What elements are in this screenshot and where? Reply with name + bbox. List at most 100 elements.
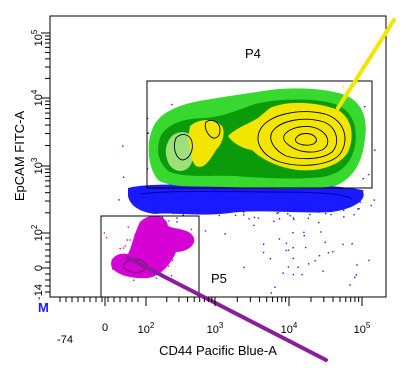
event-dot (257, 217, 260, 219)
x-tick-label-1e5: 105 (354, 321, 371, 336)
event-dot (309, 213, 311, 216)
event-dot (127, 226, 129, 228)
green-light-lobe (165, 132, 196, 171)
event-dot (274, 286, 276, 288)
blue-population-contour (139, 191, 353, 200)
event-dot (278, 218, 281, 220)
event-dot (332, 251, 334, 253)
event-dot (269, 258, 272, 260)
event-dot (354, 276, 356, 279)
event-dot (155, 277, 158, 279)
event-dot (218, 214, 220, 217)
event-dot (325, 212, 327, 215)
event-dot (355, 274, 357, 276)
event-dot (170, 274, 173, 277)
gate-p5-label: P5 (211, 271, 227, 286)
event-dot (262, 251, 265, 254)
density-contours (173, 111, 346, 166)
event-dot (161, 216, 164, 218)
event-dot (318, 255, 321, 257)
event-dot (287, 249, 290, 251)
event-dot (292, 247, 294, 249)
x-tick-label-1e3: 103 (207, 321, 224, 336)
event-dot (111, 268, 114, 270)
event-dot (253, 216, 256, 219)
x-tick-label-1e4: 104 (281, 321, 298, 336)
gate-p4-label: P4 (245, 46, 261, 61)
event-dot (243, 266, 245, 269)
event-dot (342, 85, 345, 88)
event-dot (289, 215, 291, 217)
event-dot (168, 265, 170, 267)
event-dot (343, 216, 345, 218)
event-dot (105, 236, 108, 239)
event-dot (358, 208, 360, 210)
event-dot (364, 106, 366, 108)
event-dot (322, 270, 324, 272)
x-tick-label-0: 0 (102, 322, 108, 334)
event-dot (318, 221, 320, 224)
event-dot (320, 231, 322, 233)
event-dot (285, 249, 287, 252)
event-dot (368, 259, 370, 262)
event-dot (359, 201, 361, 203)
event-dot (282, 272, 284, 274)
event-dot (119, 247, 121, 250)
event-dot (343, 209, 345, 211)
event-dot (342, 243, 344, 246)
event-dot (122, 247, 125, 249)
event-dot (129, 239, 131, 241)
event-dot (292, 257, 294, 260)
event-dot (287, 213, 289, 215)
event-dot (292, 273, 295, 276)
event-dot (262, 243, 265, 245)
event-dot (243, 211, 245, 213)
event-dot (357, 208, 359, 210)
event-dot (314, 260, 316, 262)
gate-p5-rect[interactable] (100, 215, 200, 298)
event-dot (176, 221, 178, 223)
event-dot (122, 176, 125, 178)
x-axis-ticks (59, 297, 363, 306)
y-tick-label-1e5: 105 (30, 29, 45, 46)
event-dot (287, 266, 290, 268)
magenta-population (111, 215, 195, 279)
y-tick-label-1e4: 104 (30, 89, 45, 106)
event-dot (293, 218, 295, 221)
event-dot (308, 263, 310, 265)
event-dot (248, 218, 250, 220)
event-dot (147, 132, 149, 134)
y-axis-ticks (41, 32, 50, 293)
event-dot (273, 220, 275, 223)
x-tick-label-neg74: -74 (57, 334, 73, 346)
event-dot (234, 214, 237, 217)
event-dot (305, 246, 307, 249)
event-dot (204, 230, 207, 232)
event-dot (370, 204, 372, 207)
event-dot (367, 173, 370, 176)
event-dot (118, 199, 120, 201)
event-dot (270, 292, 272, 294)
event-dot (146, 117, 149, 120)
gate-p4-rect[interactable] (146, 80, 373, 189)
event-dot (224, 233, 226, 235)
event-dot (297, 266, 299, 268)
event-dot (190, 228, 193, 231)
event-dot (285, 242, 288, 245)
event-dot (307, 217, 310, 219)
event-dot (277, 212, 280, 214)
event-dot (303, 235, 305, 237)
event-dot (122, 145, 124, 147)
event-dot (351, 243, 353, 245)
x-axis-title: CD44 Pacific Blue-A (159, 343, 277, 358)
yellow-high-population (228, 102, 352, 171)
event-dot (327, 252, 330, 254)
event-dot (171, 103, 173, 106)
event-dot (292, 232, 294, 234)
event-dot (362, 190, 364, 192)
p4-pointer-line (336, 18, 396, 110)
event-dot (362, 178, 364, 180)
event-dot (292, 217, 295, 219)
